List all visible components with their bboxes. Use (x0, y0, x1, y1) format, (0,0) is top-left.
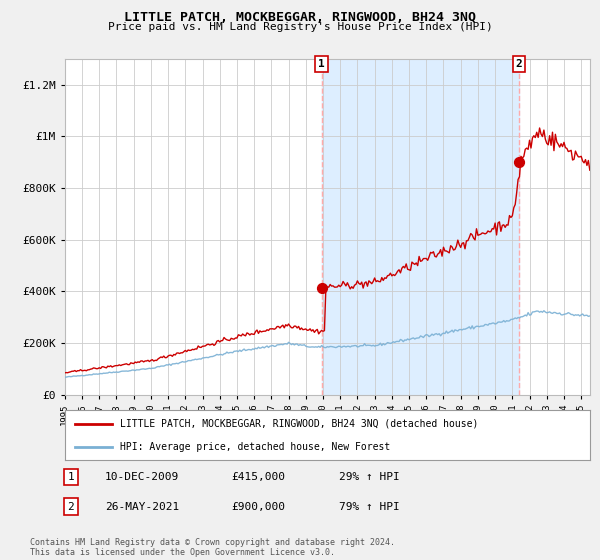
Text: 2: 2 (67, 502, 74, 512)
Text: Contains HM Land Registry data © Crown copyright and database right 2024.
This d: Contains HM Land Registry data © Crown c… (30, 538, 395, 557)
Bar (322, 59, 519, 395)
Text: 1: 1 (67, 472, 74, 482)
Text: 26-MAY-2021: 26-MAY-2021 (105, 502, 179, 512)
Text: 1: 1 (318, 59, 325, 69)
Text: 10-DEC-2009: 10-DEC-2009 (105, 472, 179, 482)
Text: HPI: Average price, detached house, New Forest: HPI: Average price, detached house, New … (120, 442, 390, 452)
Text: £415,000: £415,000 (231, 472, 285, 482)
Text: LITTLE PATCH, MOCKBEGGAR, RINGWOOD, BH24 3NQ: LITTLE PATCH, MOCKBEGGAR, RINGWOOD, BH24… (124, 11, 476, 24)
Text: 79% ↑ HPI: 79% ↑ HPI (339, 502, 400, 512)
Text: Price paid vs. HM Land Registry's House Price Index (HPI): Price paid vs. HM Land Registry's House … (107, 22, 493, 32)
Text: 29% ↑ HPI: 29% ↑ HPI (339, 472, 400, 482)
Text: LITTLE PATCH, MOCKBEGGAR, RINGWOOD, BH24 3NQ (detached house): LITTLE PATCH, MOCKBEGGAR, RINGWOOD, BH24… (120, 418, 478, 428)
Text: £900,000: £900,000 (231, 502, 285, 512)
Text: 2: 2 (516, 59, 523, 69)
Point (317, 283, 326, 292)
Point (514, 158, 524, 167)
